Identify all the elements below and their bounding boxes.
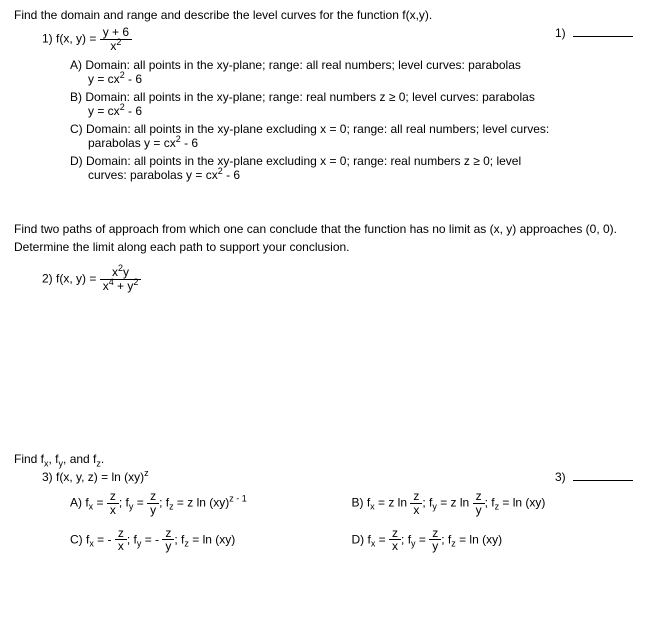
q1-choices: A) Domain: all points in the xy-plane; r… — [70, 58, 633, 182]
q1-choice-b: B) Domain: all points in the xy-plane; r… — [70, 90, 633, 118]
q3-choice-d: D) fx = zx; fy = zy; fz = ln (xy) — [352, 527, 634, 553]
q1-choice-d: D) Domain: all points in the xy-plane ex… — [70, 154, 633, 182]
q1-right-label: 1) — [555, 26, 566, 40]
q2-equation: 2) f(x, y) = x2y x4 + y2 — [42, 266, 633, 292]
q1-b-line2: y = cx2 - 6 — [88, 104, 633, 118]
q2-prompt2: Determine the limit along each path to s… — [14, 240, 633, 254]
q3-answer-blank[interactable] — [573, 480, 633, 481]
q2-label: 2) f(x, y) = — [42, 271, 100, 285]
q1-a-line1: A) Domain: all points in the xy-plane; r… — [70, 58, 633, 72]
q1-row: 1) f(x, y) = y + 6 x2 1) — [42, 26, 633, 52]
q1-c-line2: parabolas y = cx2 - 6 — [88, 136, 633, 150]
q1-d-line1: D) Domain: all points in the xy-plane ex… — [70, 154, 633, 168]
q3-eq-label: 3) f(x, y, z) = ln (xy) — [42, 470, 144, 484]
q1-choice-a: A) Domain: all points in the xy-plane; r… — [70, 58, 633, 86]
q1-label: 1) f(x, y) = — [42, 31, 100, 45]
q3-row: 3) f(x, y, z) = ln (xy)z 3) — [42, 470, 633, 484]
q1-a-line2: y = cx2 - 6 — [88, 72, 633, 86]
q2-frac-den: x4 + y2 — [100, 280, 142, 293]
q1-answer-blank[interactable] — [573, 36, 633, 37]
q3-answer-slot: 3) — [555, 470, 633, 484]
q2-prompt1: Find two paths of approach from which on… — [14, 222, 633, 236]
q3-eq-exp: z — [144, 468, 149, 478]
q1-frac-den: x2 — [100, 40, 132, 53]
q1-d-line2: curves: parabolas y = cx2 - 6 — [88, 168, 633, 182]
q2-fraction: x2y x4 + y2 — [100, 266, 142, 292]
q3-choices: A) fx = zx; fy = zy; fz = z ln (xy)z - 1… — [70, 490, 633, 552]
q1-b-line1: B) Domain: all points in the xy-plane; r… — [70, 90, 633, 104]
q3-prompt: Find fx, fy, and fz. — [14, 452, 633, 466]
q3-choice-a: A) fx = zx; fy = zy; fz = z ln (xy)z - 1 — [70, 490, 352, 516]
q1-equation: 1) f(x, y) = y + 6 x2 — [42, 26, 132, 52]
q1-answer-slot: 1) — [555, 26, 633, 40]
q3-choice-c: C) fx = - zx; fy = - zy; fz = ln (xy) — [70, 527, 352, 553]
q3-right-label: 3) — [555, 470, 566, 484]
q1-choice-c: C) Domain: all points in the xy-plane ex… — [70, 122, 633, 150]
q1-c-line1: C) Domain: all points in the xy-plane ex… — [70, 122, 633, 136]
q3-equation: 3) f(x, y, z) = ln (xy)z — [42, 470, 149, 484]
q1-prompt: Find the domain and range and describe t… — [14, 8, 633, 22]
q1-fraction: y + 6 x2 — [100, 26, 132, 52]
q3-choice-b: B) fx = z ln zx; fy = z ln zy; fz = ln (… — [352, 490, 634, 516]
